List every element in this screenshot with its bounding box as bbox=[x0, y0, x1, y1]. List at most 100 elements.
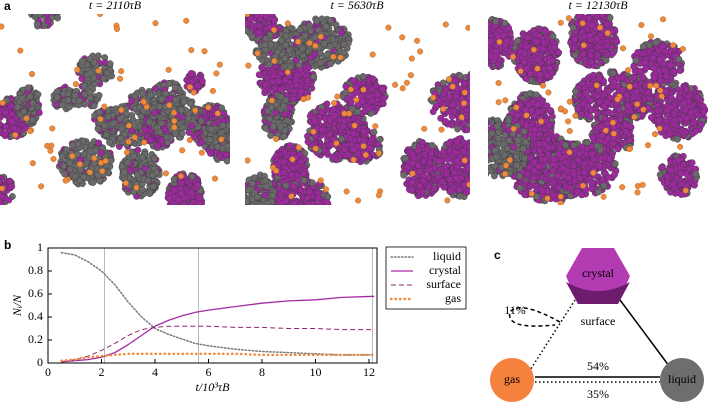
gas-particle bbox=[183, 17, 190, 24]
gas-particle bbox=[47, 147, 54, 154]
particle bbox=[290, 200, 298, 205]
particle bbox=[186, 211, 192, 217]
particle bbox=[90, 59, 98, 66]
particle bbox=[0, 120, 4, 128]
particle bbox=[479, 165, 485, 171]
particle bbox=[481, 79, 487, 85]
particle bbox=[264, 204, 270, 205]
particle bbox=[297, 158, 305, 166]
particle bbox=[426, 159, 434, 167]
particle bbox=[472, 182, 478, 188]
particle bbox=[472, 168, 478, 174]
particle bbox=[476, 113, 482, 119]
particle bbox=[309, 204, 315, 205]
particle bbox=[182, 204, 188, 205]
particle bbox=[182, 214, 188, 220]
particle bbox=[78, 57, 86, 65]
particle bbox=[474, 167, 480, 173]
particle bbox=[368, 85, 376, 93]
particle bbox=[280, 102, 288, 110]
particle bbox=[262, 124, 269, 132]
particle bbox=[474, 104, 480, 110]
particle bbox=[184, 115, 192, 122]
particle bbox=[341, 146, 349, 154]
particle bbox=[475, 187, 481, 193]
particle bbox=[480, 149, 486, 155]
particle bbox=[90, 160, 98, 167]
particle bbox=[474, 145, 480, 151]
particle bbox=[301, 209, 307, 215]
particle bbox=[277, 86, 284, 93]
particle bbox=[415, 146, 423, 154]
particle bbox=[474, 149, 480, 155]
particle bbox=[121, 168, 128, 176]
particle bbox=[340, 117, 348, 125]
particle bbox=[281, 55, 289, 62]
particle bbox=[130, 152, 138, 160]
particle bbox=[191, 204, 197, 205]
particle bbox=[247, 208, 253, 214]
particle bbox=[360, 128, 368, 136]
gas-particle bbox=[186, 84, 193, 91]
particle bbox=[233, 130, 239, 136]
particle bbox=[481, 103, 487, 109]
particle bbox=[281, 217, 287, 223]
particle bbox=[481, 83, 487, 89]
gas-particle bbox=[192, 107, 199, 114]
particle bbox=[248, 202, 256, 205]
particle bbox=[261, 177, 269, 185]
particle bbox=[481, 172, 487, 178]
particle bbox=[250, 207, 256, 213]
particle bbox=[282, 32, 290, 40]
particle bbox=[354, 150, 362, 158]
gas-particle bbox=[166, 102, 173, 109]
particle bbox=[471, 165, 477, 171]
particle bbox=[366, 144, 374, 152]
particle bbox=[258, 56, 266, 64]
particle bbox=[257, 207, 263, 213]
gas-particle bbox=[118, 106, 125, 113]
particle bbox=[472, 147, 478, 153]
particle bbox=[226, 135, 230, 143]
particle bbox=[286, 63, 294, 71]
particle bbox=[261, 191, 269, 199]
particle bbox=[478, 185, 484, 191]
particle bbox=[480, 79, 486, 85]
particle bbox=[248, 179, 256, 187]
particle bbox=[207, 125, 215, 133]
particle bbox=[118, 125, 125, 133]
particle bbox=[158, 136, 166, 144]
particle bbox=[294, 225, 300, 231]
particle bbox=[302, 219, 308, 225]
particle bbox=[310, 217, 316, 223]
particle bbox=[431, 163, 439, 171]
particle bbox=[487, 81, 493, 87]
particle bbox=[253, 2, 259, 8]
particle bbox=[444, 140, 452, 148]
gas-particle bbox=[190, 89, 197, 96]
particle bbox=[471, 148, 477, 154]
particle bbox=[274, 204, 279, 205]
particle bbox=[484, 110, 490, 116]
particle bbox=[287, 204, 290, 205]
gas-particle bbox=[198, 149, 205, 156]
particle bbox=[278, 37, 285, 44]
particle bbox=[292, 75, 299, 83]
particle bbox=[268, 14, 273, 15]
particle bbox=[323, 198, 331, 205]
particle bbox=[238, 134, 244, 140]
particle bbox=[176, 210, 182, 216]
particle bbox=[281, 110, 289, 118]
particle bbox=[453, 174, 461, 182]
particle bbox=[94, 125, 102, 133]
particle bbox=[307, 220, 313, 226]
particle bbox=[481, 176, 487, 182]
particle bbox=[267, 132, 274, 139]
particle bbox=[305, 188, 313, 196]
gas-particle bbox=[209, 87, 216, 94]
particle bbox=[475, 173, 481, 179]
particle bbox=[471, 167, 477, 173]
particle bbox=[380, 94, 388, 102]
snapshot-title: t = 2110τB bbox=[89, 0, 142, 12]
particle bbox=[254, 6, 260, 12]
